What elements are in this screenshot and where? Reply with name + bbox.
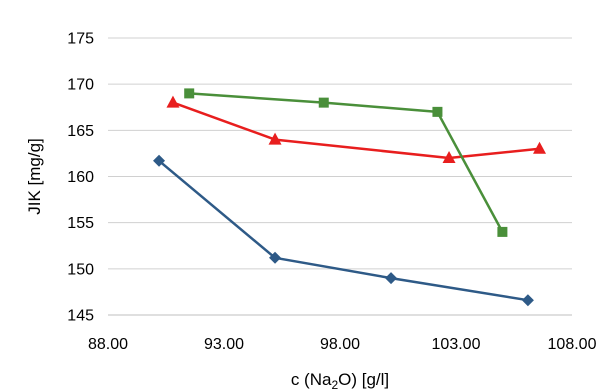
data-point-triangle [442,151,456,164]
x-tick-label: 88.00 [88,336,128,353]
y-tick-label: 160 [67,169,94,186]
data-point-triangle [533,141,547,154]
data-point-square [318,97,329,108]
grid-layer [108,37,572,316]
y-tick-label: 145 [67,308,94,325]
series-0 [153,154,534,307]
series-layer [153,88,547,307]
data-point-diamond [385,272,398,285]
data-point-square [497,226,508,237]
data-point-diamond [269,251,282,264]
data-point-triangle [166,95,180,108]
data-point-square [432,106,443,117]
series-1 [166,95,547,164]
y-tick-label: 155 [67,215,94,232]
y-tick-label: 165 [67,123,94,140]
y-axis-title: JIK [mg/g] [25,138,44,215]
x-tick-label: 103.00 [432,336,481,353]
data-point-diamond [153,154,166,167]
x-axis-title: c (Na2O) [g/l] [291,370,389,392]
x-tick-label: 93.00 [204,336,244,353]
series-line [189,92,504,233]
series-line [158,159,529,302]
x-tick-label: 98.00 [320,336,360,353]
x-tick-label: 108.00 [548,336,597,353]
data-point-triangle [268,132,282,145]
y-tick-label: 170 [67,77,94,94]
series-line [172,101,540,160]
y-tick-label: 150 [67,261,94,278]
data-point-diamond [521,294,534,307]
data-point-square [184,88,195,99]
series-2 [184,88,508,237]
y-tick-label: 175 [67,31,94,48]
label-layer: 145 150 155 160 165 170 175 88.00 93.00 98.00 103.… [25,31,597,392]
